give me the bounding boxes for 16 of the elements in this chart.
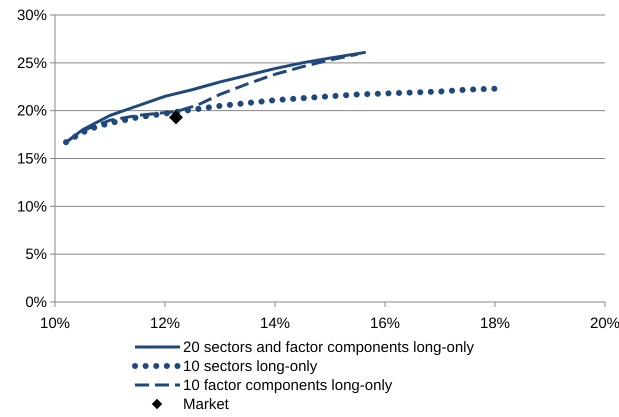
y-tick-label: 20% <box>16 102 47 120</box>
y-tick-label: 5% <box>25 246 47 264</box>
y-tick-label: 30% <box>16 7 47 24</box>
x-tick-label: 16% <box>370 315 400 332</box>
x-tick-label: 10% <box>40 315 70 332</box>
legend-label: 20 sectors and factor components long-only <box>183 339 474 356</box>
legend-label: 10 factor components long-only <box>183 377 393 394</box>
x-tick-label: 12% <box>150 315 180 332</box>
y-tick-label: 10% <box>16 198 47 216</box>
y-tick-label: 25% <box>16 54 47 72</box>
y-tick-label: 15% <box>16 150 47 168</box>
x-tick-label: 14% <box>260 315 290 332</box>
legend-label: 10 sectors long-only <box>183 358 318 375</box>
legend-label: Market <box>183 396 230 413</box>
x-tick-label: 18% <box>480 315 510 332</box>
y-tick-label: 0% <box>25 294 47 311</box>
